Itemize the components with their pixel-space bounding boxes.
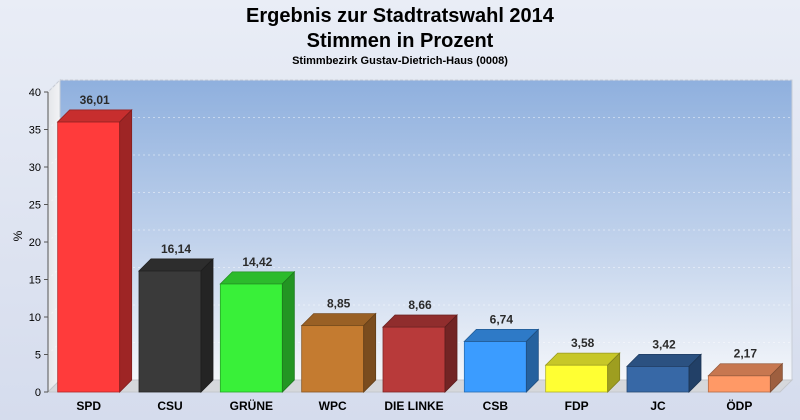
y-tick-label: 40: [29, 87, 41, 99]
data-label: 8,85: [327, 297, 351, 311]
bar-side: [119, 108, 133, 393]
bar-top: [300, 313, 377, 327]
bar-front: [545, 364, 609, 393]
bar-side: [363, 312, 377, 393]
bar-side: [281, 270, 295, 393]
bar-top: [463, 329, 540, 342]
data-label: 2,17: [734, 347, 758, 361]
x-tick-label: SPD: [76, 399, 101, 413]
bar-side: [525, 328, 539, 393]
data-label: 16,14: [161, 242, 191, 256]
bar-side: [688, 353, 702, 393]
bar-front: [382, 326, 446, 393]
bar-top: [707, 363, 784, 377]
y-tick-label: 30: [29, 162, 41, 174]
bar-front: [57, 121, 121, 393]
y-tick-label: 20: [29, 237, 41, 249]
x-tick-label: FDP: [565, 399, 589, 413]
x-tick-label: CSU: [157, 399, 182, 413]
gridline: [47, 79, 792, 93]
chart-subtitle: Stimmen in Prozent: [306, 30, 494, 52]
y-tick-label: 0: [35, 387, 41, 399]
bar-side: [607, 352, 621, 393]
x-tick-label: ÖDP: [726, 398, 752, 413]
data-label: 3,42: [652, 337, 676, 351]
bar-top: [56, 109, 133, 123]
y-tick-label: 10: [29, 312, 41, 324]
data-label: 36,01: [80, 93, 110, 107]
data-label: 3,58: [571, 336, 595, 350]
bar-front: [301, 325, 365, 393]
bar-front: [463, 341, 527, 393]
bar-front: [626, 365, 690, 393]
bar-top: [626, 353, 702, 367]
bar-side: [200, 257, 214, 393]
bar-side: [769, 362, 783, 393]
bar: [300, 312, 377, 393]
data-label: 8,66: [408, 298, 432, 312]
x-tick-label: GRÜNE: [230, 398, 273, 413]
bar-front: [707, 375, 771, 393]
data-label: 6,74: [490, 312, 514, 326]
data-label: 14,42: [242, 255, 272, 269]
bar-top: [544, 352, 621, 366]
bar: [219, 270, 296, 393]
bar: [707, 362, 784, 393]
gridline: [47, 117, 792, 130]
bar: [544, 352, 621, 393]
bar: [382, 314, 458, 393]
bar: [56, 108, 133, 393]
bar-front: [138, 270, 202, 393]
chart-title: Ergebnis zur Stadtratswahl 2014: [246, 5, 554, 27]
y-axis-label: %: [11, 230, 25, 241]
bar: [463, 328, 540, 393]
y-tick-label: 15: [29, 275, 41, 287]
bar-front: [219, 283, 283, 393]
x-tick-label: DIE LINKE: [384, 399, 443, 413]
y-tick-label: 5: [35, 350, 41, 362]
chart-subtitle-district: Stimmbezirk Gustav-Dietrich-Haus (0008): [292, 55, 508, 67]
bar: [626, 353, 702, 393]
y-tick-label: 25: [29, 200, 41, 212]
x-tick-label: CSB: [483, 399, 509, 413]
x-tick-label: WPC: [319, 399, 347, 413]
bar-side: [444, 314, 458, 393]
y-tick-label: 35: [29, 125, 41, 137]
x-tick-label: JC: [650, 399, 666, 413]
bar: [138, 257, 214, 393]
bar-top: [382, 314, 458, 328]
bar-top: [219, 271, 296, 285]
bar-top: [138, 258, 214, 272]
